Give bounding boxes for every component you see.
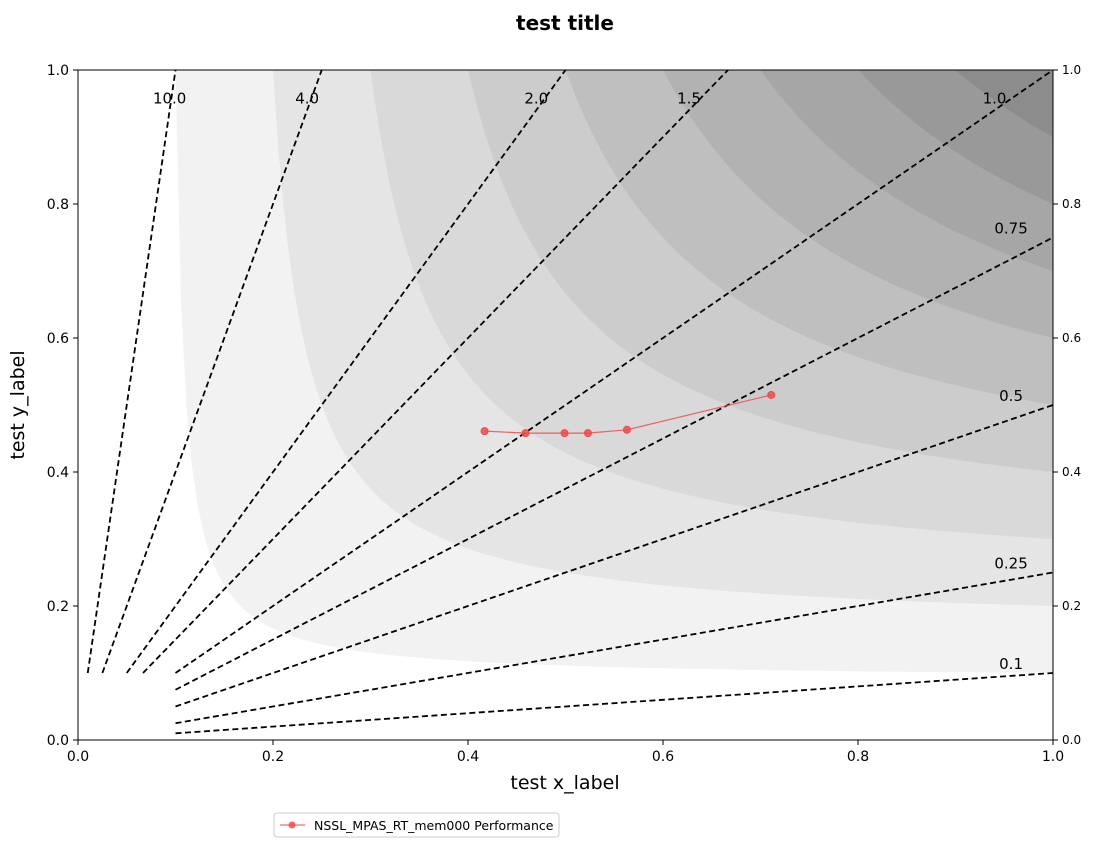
axes: 0.0 0.2 0.4 0.6 0.8 1.0 0.0 0.2 0.4 0.6 0.8 1.0 0.0 0… [47,63,1081,765]
bias-label-0.1: 0.1 [999,655,1023,673]
legend-entry-label: NSSL_MPAS_RT_mem000 Performance [314,818,554,833]
y-tick-label: 0.8 [47,197,69,213]
y-right-tick-label: 1.0 [1062,63,1081,77]
bias-labels: 10.0 4.0 2.0 1.5 1.0 0.75 0.5 0.25 0.1 [153,90,1028,674]
bias-lines [86,70,1053,735]
series-line-0 [484,394,772,434]
bias-line-1.5 [142,70,729,674]
x-axis-label: test x_label [510,772,619,794]
bias-line-10.0 [86,70,177,674]
y-right-tick-label: 0.2 [1062,599,1081,613]
bias-label-1.0: 1.0 [983,90,1007,108]
plot-frame [77,69,1054,741]
x-tick-label: 0.2 [262,749,284,765]
bias-line-0.75 [175,236,1053,691]
y-tick-label: 1.0 [47,63,69,79]
legend: NSSL_MPAS_RT_mem000 Performance [273,812,560,838]
x-tick-label: 0.0 [67,749,89,765]
bias-line-0.1 [175,672,1053,735]
bias-label-4.0: 4.0 [295,90,319,108]
series-point [767,390,776,399]
bias-line-1.0 [174,70,1053,674]
x-tick-label: 0.6 [652,749,674,765]
chart-title: test title [516,11,614,35]
series-point [622,425,631,434]
bias-label-1.5: 1.5 [677,90,701,108]
series-point [583,429,592,438]
bias-line-2.0 [126,70,567,674]
series-point [521,429,530,438]
bias-line-0.25 [175,571,1053,725]
bias-label-2.0: 2.0 [524,90,548,108]
bias-label-0.75: 0.75 [994,220,1027,238]
series-point [560,429,569,438]
series-point [480,427,489,436]
contour-band-9 [955,70,1053,137]
y-right-tick-label: 0.0 [1062,733,1081,747]
y-right-tick-label: 0.6 [1062,331,1081,345]
bias-label-0.25: 0.25 [994,555,1027,573]
bias-line-0.5 [175,404,1053,708]
legend-point-marker [288,821,296,829]
x-tick-label: 1.0 [1042,749,1064,765]
y-tick-label: 0.2 [47,599,69,615]
y-axis-label: test y_label [7,350,29,459]
y-right-tick-label: 0.8 [1062,197,1081,211]
y-right-tick-label: 0.4 [1062,465,1081,479]
y-tick-label: 0.6 [47,331,69,347]
y-tick-label: 0.0 [47,733,69,749]
bias-line-4.0 [101,70,323,674]
x-tick-label: 0.8 [847,749,869,765]
bias-label-0.5: 0.5 [999,387,1023,405]
bias-label-10.0: 10.0 [153,90,186,108]
legend-box [273,812,560,838]
x-tick-label: 0.4 [457,749,479,765]
y-tick-label: 0.4 [47,465,69,481]
series-layer [480,390,776,438]
